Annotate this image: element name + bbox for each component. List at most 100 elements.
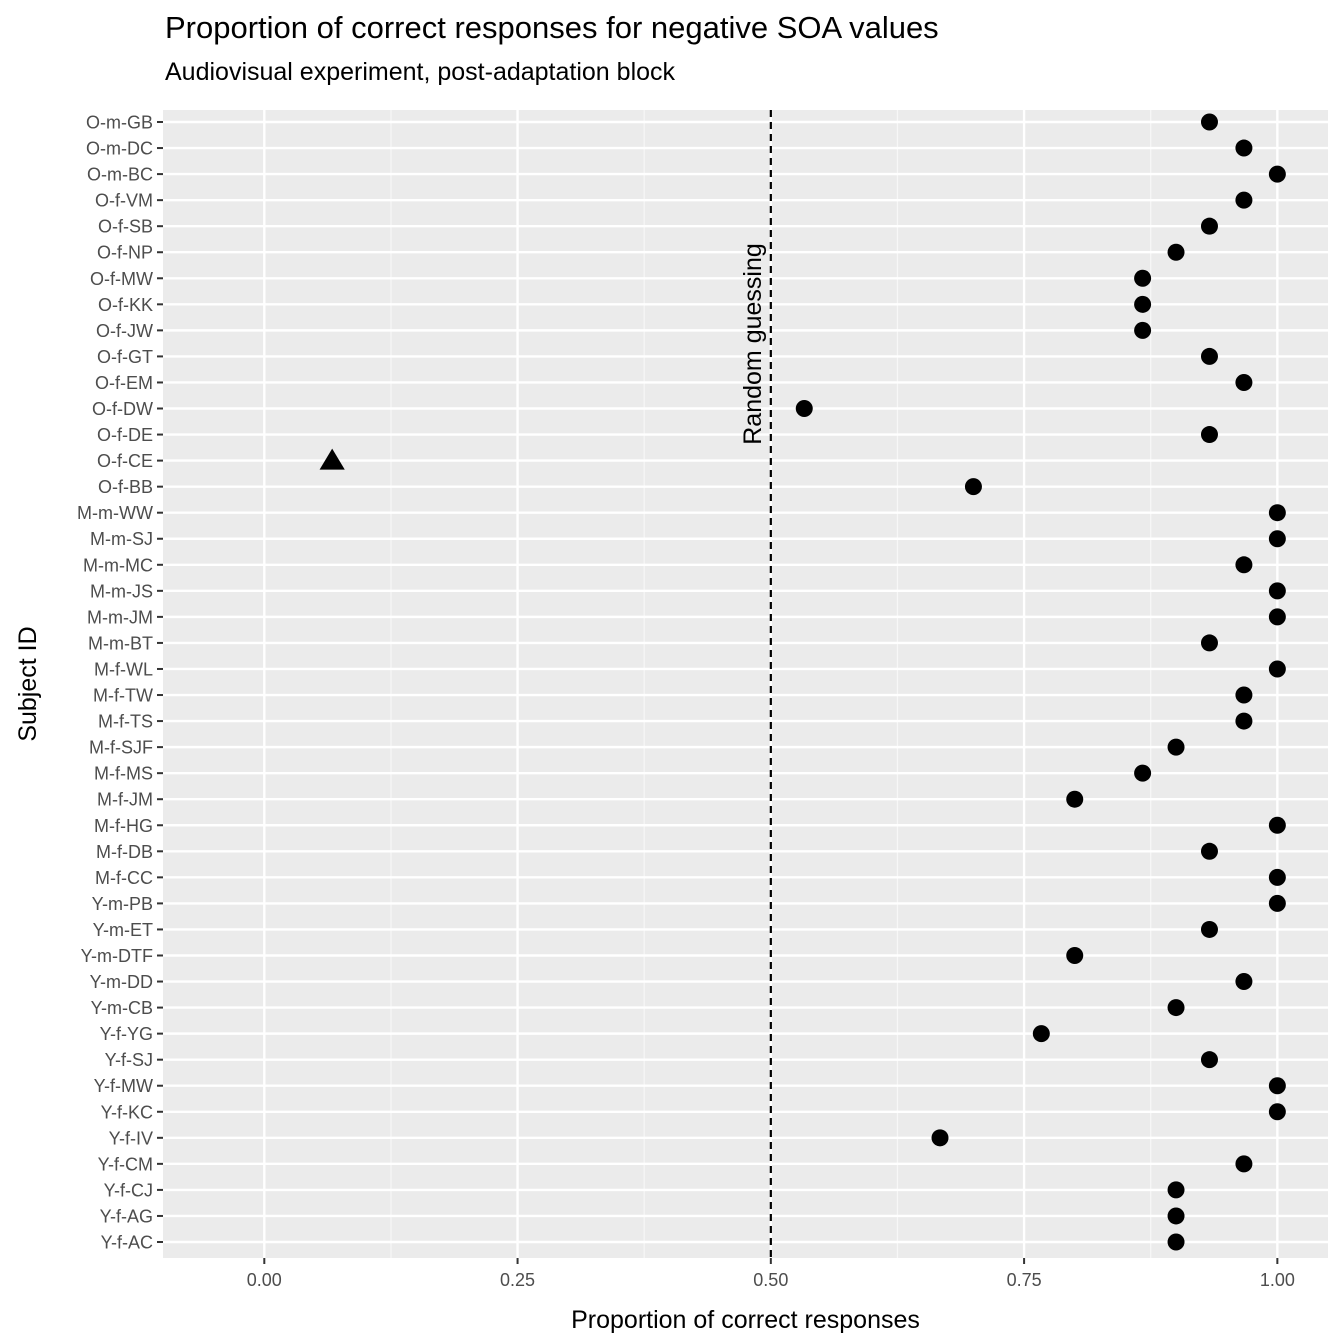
plot-panel [163,110,1328,1258]
x-tick-label: 0.00 [247,1270,282,1290]
y-tick-label: M-f-WL [94,659,153,679]
data-point [1268,608,1286,626]
data-point [1167,243,1185,261]
data-point [795,400,813,418]
y-tick-label: O-f-EM [95,373,153,393]
y-tick-label: O-f-NP [97,243,153,263]
y-tick-label: M-f-JM [97,790,153,810]
y-tick-label: M-m-BT [88,633,153,653]
data-point-triangle [319,448,345,470]
data-point [1167,1207,1185,1225]
y-tick-label: M-f-DB [96,842,153,862]
data-point [1268,504,1286,522]
grid-major [163,110,1328,1258]
chart-subtitle: Audiovisual experiment, post-adaptation … [165,58,676,86]
y-tick-label: Y-f-YG [100,1024,153,1044]
data-points [319,113,1286,1251]
x-tick-label: 0.50 [753,1270,788,1290]
y-tick-label: Y-m-DTF [81,946,153,966]
data-point [1200,113,1218,131]
y-tick-label: Y-f-AG [100,1206,153,1226]
data-point [1167,1233,1185,1251]
y-tick-label: O-f-DE [97,425,153,445]
data-point [1235,973,1253,991]
y-tick-label: Y-f-MW [94,1076,153,1096]
data-point [1167,999,1185,1017]
reference-line-group: Random guessing [739,110,772,1258]
data-point [1134,321,1152,339]
data-point [964,478,982,496]
data-point [1200,347,1218,365]
data-point [1200,1051,1218,1069]
y-tick-label: Y-m-PB [92,894,153,914]
data-point [1066,946,1084,964]
data-point [1268,660,1286,678]
data-point [1200,920,1218,938]
data-point [1235,1155,1253,1173]
y-tick-label: O-m-GB [86,113,153,133]
data-point [1235,686,1253,704]
x-tick-label: 0.25 [500,1270,535,1290]
y-tick-label: Y-f-CJ [104,1180,153,1200]
y-tick-label: O-m-BC [87,165,153,185]
y-tick-label: O-f-VM [95,191,153,211]
data-point [1235,712,1253,730]
y-tick-label: M-m-WW [77,503,153,523]
y-tick-label: Y-f-CM [98,1154,153,1174]
y-tick-label: O-f-CE [97,451,153,471]
data-point [1268,1077,1286,1095]
data-point [1235,191,1253,209]
x-axis-title: Proportion of correct responses [571,1306,920,1334]
y-axis-title: Subject ID [14,626,42,741]
y-tick-label: M-m-MC [83,555,153,575]
data-point [1134,764,1152,782]
y-tick-label: M-f-CC [95,868,153,888]
y-axis: O-m-GB O-m-DC O-m-BC O-f-VM O-f-SB O-f-NP O-f-… [77,113,163,1253]
y-tick-label: O-f-KK [98,295,153,315]
y-tick-label: M-f-MS [94,764,153,784]
y-tick-label: Y-f-KC [101,1102,153,1122]
chart-title: Proportion of correct responses for nega… [165,10,939,45]
y-tick-label: M-f-TW [93,686,153,706]
y-tick-label: Y-m-CB [91,998,153,1018]
y-tick-label: O-f-DW [92,399,153,419]
data-point [1134,295,1152,313]
reference-line-label: Random guessing [739,243,767,445]
data-point [1268,582,1286,600]
y-tick-label: O-f-GT [97,347,153,367]
y-tick-label: M-m-JS [90,581,153,601]
data-point [1167,738,1185,756]
y-tick-label: M-f-TS [98,712,153,732]
data-point [1268,816,1286,834]
y-tick-label: M-m-JM [87,607,153,627]
grid-minor [390,110,1152,1258]
y-tick-label: Y-m-ET [93,920,153,940]
y-tick-label: O-f-SB [98,217,153,237]
data-point [1167,1181,1185,1199]
data-point [1235,556,1253,574]
y-tick-label: Y-f-IV [109,1128,153,1148]
x-tick-label: 0.75 [1007,1270,1042,1290]
data-point [1268,165,1286,183]
y-tick-label: M-f-HG [94,816,153,836]
data-point [1268,1103,1286,1121]
y-tick-label: M-m-SJ [90,529,153,549]
data-point [1268,894,1286,912]
y-tick-label: O-f-BB [98,477,153,497]
y-tick-label: Y-f-SJ [105,1050,153,1070]
y-tick-label: O-m-DC [86,139,153,159]
x-tick-label: 1.00 [1260,1270,1295,1290]
data-point [1200,426,1218,444]
data-point [1200,842,1218,860]
x-axis: 0.00 0.25 0.50 0.75 1.00 [247,1258,1295,1290]
y-tick-label: O-f-MW [90,269,153,289]
data-point [1066,790,1084,808]
data-point [1200,634,1218,652]
data-point [1032,1025,1050,1043]
data-point [1235,373,1253,391]
data-point [931,1129,949,1147]
data-point [1200,217,1218,235]
data-point [1268,868,1286,886]
y-tick-label: Y-m-DD [90,972,153,992]
